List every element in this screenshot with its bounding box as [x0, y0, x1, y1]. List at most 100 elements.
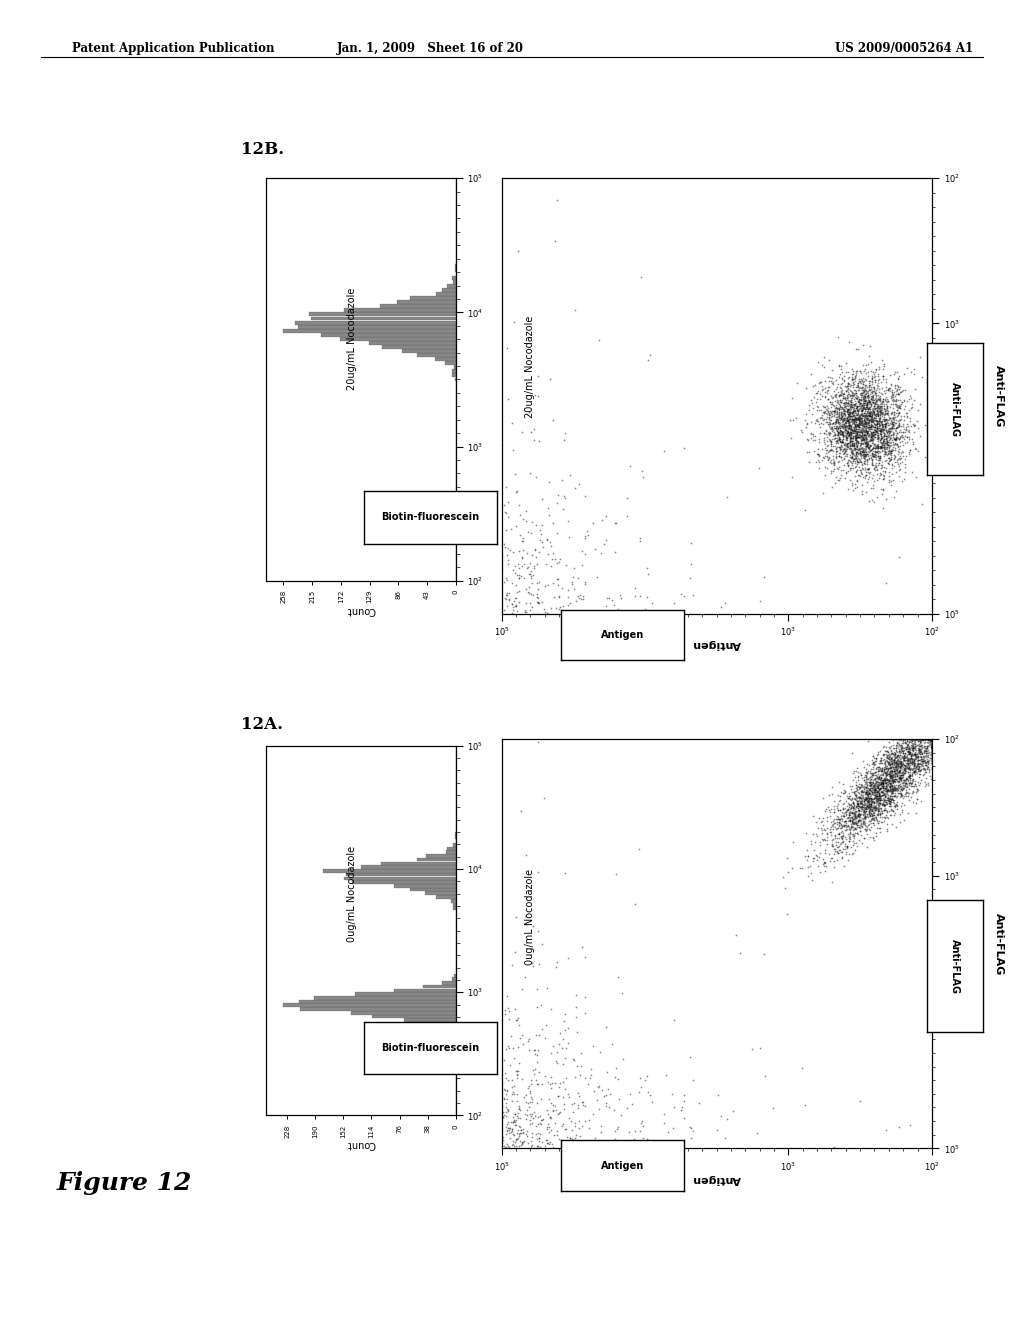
Point [581, 1118, 597, 1139]
Point [885, 780, 901, 801]
Point [872, 463, 889, 484]
Point [868, 748, 885, 770]
Point [866, 441, 883, 462]
Point [872, 771, 889, 792]
Point [839, 401, 855, 422]
Point [840, 800, 856, 821]
Point [906, 751, 923, 772]
Point [817, 396, 834, 417]
Point [892, 735, 908, 756]
Point [851, 787, 867, 808]
Point [924, 735, 940, 756]
Point [825, 446, 842, 467]
Point [504, 1121, 520, 1142]
Point [853, 425, 869, 446]
Point [873, 760, 890, 781]
Point [862, 335, 879, 356]
Point [871, 447, 888, 469]
Point [892, 748, 908, 770]
Point [902, 751, 919, 772]
Point [545, 512, 561, 533]
Point [848, 801, 864, 822]
Point [856, 416, 872, 437]
Point [871, 804, 888, 825]
Point [848, 383, 864, 404]
Point [845, 825, 861, 846]
Point [878, 383, 894, 404]
Point [870, 409, 887, 430]
Point [837, 400, 853, 421]
Point [870, 437, 887, 458]
Point [924, 729, 940, 750]
Point [865, 396, 882, 417]
Point [866, 366, 883, 387]
Point [860, 403, 877, 424]
Point [840, 367, 856, 388]
Point [814, 385, 830, 407]
Point [850, 426, 866, 447]
Point [895, 741, 911, 762]
Point [876, 795, 892, 816]
Point [856, 393, 872, 414]
Point [854, 768, 870, 789]
Point [869, 803, 886, 824]
Point [882, 777, 898, 799]
Point [858, 789, 874, 810]
Point [844, 432, 860, 453]
Point [846, 828, 862, 849]
Point [519, 557, 536, 578]
Point [854, 441, 870, 462]
Point [869, 395, 886, 416]
Point [858, 465, 874, 486]
Point [866, 370, 883, 391]
Point [802, 855, 818, 876]
Point [924, 729, 940, 750]
Point [854, 371, 870, 392]
Point [835, 417, 851, 438]
Point [833, 407, 849, 428]
Point [896, 733, 912, 754]
Point [902, 729, 919, 750]
Point [837, 810, 853, 832]
Point [843, 821, 859, 842]
Point [866, 437, 883, 458]
Point [879, 793, 895, 814]
Point [916, 735, 933, 756]
Point [558, 1068, 574, 1089]
Point [869, 781, 886, 803]
Point [864, 805, 881, 826]
Point [881, 801, 897, 822]
Point [854, 401, 870, 422]
Point [595, 1085, 611, 1106]
Point [878, 414, 894, 436]
Point [860, 445, 877, 466]
Point [520, 564, 537, 585]
Point [854, 426, 870, 447]
Point [913, 737, 930, 758]
Point [924, 729, 940, 750]
Point [911, 730, 928, 751]
Point [884, 458, 900, 479]
Point [847, 784, 863, 805]
Point [838, 836, 854, 857]
Point [865, 425, 882, 446]
Point [525, 1060, 542, 1081]
Point [509, 564, 525, 585]
Point [893, 729, 909, 750]
Point [900, 741, 916, 762]
Point [876, 430, 892, 451]
Point [841, 783, 857, 804]
Point [849, 397, 865, 418]
Point [859, 768, 876, 789]
Point [900, 426, 916, 447]
Point [857, 430, 873, 451]
Point [861, 820, 878, 841]
Point [877, 755, 893, 776]
Point [837, 376, 853, 397]
Point [883, 374, 899, 395]
Point [884, 775, 900, 796]
Point [888, 429, 904, 450]
Point [871, 446, 888, 467]
Point [876, 433, 892, 454]
Point [826, 1137, 843, 1158]
